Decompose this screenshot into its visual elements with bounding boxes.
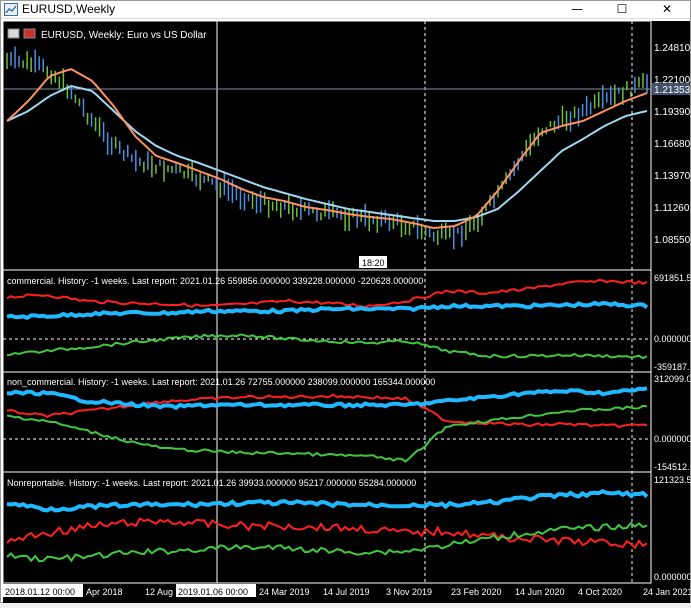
indicator-scale-max: 691851.5: [654, 273, 690, 283]
time-tick: 14 Jun 2020: [515, 587, 565, 597]
current-price-badge: [652, 83, 690, 95]
noncommercial-long-line: [6, 393, 648, 429]
flag-icon: [23, 28, 36, 39]
price-tick: 1.16680: [654, 139, 690, 150]
time-cursor-badge: [176, 584, 256, 597]
price-tick: 1.13970: [654, 171, 690, 182]
indicator-scale-min: -154512.: [654, 462, 690, 472]
indicator-label-noncommercial: non_commercial. History: -1 weeks. Last …: [7, 377, 435, 387]
chart-header: EURUSD, Weekly: Euro vs US Dollar: [7, 28, 207, 41]
indicator-scale-zero: 0.000000: [654, 334, 690, 344]
symbol-label: EURUSD, Weekly: Euro vs US Dollar: [41, 30, 207, 41]
minimize-button[interactable]: —: [571, 2, 583, 16]
price-tick: 1.11260: [654, 203, 690, 214]
price-tick: 1.19390: [654, 107, 690, 118]
chart-canvas[interactable]: EURUSD, Weekly: Euro vs US Dollar 1.2481…: [2, 20, 691, 603]
price-tick: 1.24810: [654, 43, 690, 54]
time-tick: 24 Mar 2019: [259, 587, 310, 597]
price-scale: 1.24810 1.22100 1.21353 1.19390 1.16680 …: [652, 43, 691, 246]
nonreportable-short-line: [6, 489, 649, 513]
indicator-scale-min: -359187.: [654, 362, 690, 372]
time-tick: 14 Jul 2019: [323, 587, 370, 597]
time-tick: 24 Jan 2021: [643, 587, 690, 597]
indicator-scale-max: 312099.0: [654, 374, 690, 384]
chart-icon: [7, 28, 20, 39]
fast-moving-average: [6, 68, 648, 230]
crosshair-time-badge: [359, 256, 387, 268]
noncommercial-short-line: [6, 386, 648, 411]
time-tick: 3 Nov 2019: [386, 587, 432, 597]
time-start-label: 2018.01.12 00:00: [5, 587, 75, 597]
time-axis[interactable]: 2018.01.12 00:00 Apr 2018 12 Aug 2018 20…: [3, 584, 691, 597]
title-bar[interactable]: EURUSD,Weekly — ☐ ✕: [1, 1, 690, 19]
price-tick: 1.08550: [654, 235, 690, 246]
indicator-scale-max: 121323.5: [654, 475, 690, 485]
slow-moving-average: [6, 85, 648, 222]
indicator-scale-zero: 0.000000: [654, 572, 690, 582]
commercial-long-line: [6, 278, 648, 309]
price-tick: 1.22100: [654, 75, 690, 86]
commercial-short-line: [6, 300, 649, 320]
time-start-badge: [3, 584, 83, 597]
crosshair-time-label: 18:20: [362, 258, 385, 268]
nonreportable-long-line: [6, 517, 648, 550]
current-price-label: 1.21353: [654, 85, 690, 96]
noncommercial-net-line: [6, 404, 648, 463]
window-title: EURUSD,Weekly: [22, 2, 116, 16]
time-cursor-label: 2019.01.06 00:00: [178, 587, 248, 597]
close-button[interactable]: ✕: [661, 2, 673, 16]
indicator-label-nonreportable: Nonreportable. History: -1 weeks. Last r…: [7, 478, 416, 488]
indicator-scale-zero: 0.000000: [654, 434, 690, 444]
time-tick: 12 Aug 2018: [145, 587, 196, 597]
chart-area[interactable]: EURUSD, Weekly: Euro vs US Dollar 1.2481…: [2, 20, 691, 603]
maximize-button[interactable]: ☐: [616, 2, 628, 16]
time-tick: Apr 2018: [86, 587, 123, 597]
nonreportable-net-line: [6, 521, 648, 563]
time-tick: 23 Feb 2020: [451, 587, 502, 597]
commercial-net-line: [6, 333, 648, 360]
time-tick: 4 Oct 2020: [578, 587, 622, 597]
indicator-label-commercial: commercial. History: -1 weeks. Last repo…: [7, 276, 423, 286]
chart-window-icon: [4, 3, 18, 16]
price-candles: [6, 46, 648, 250]
